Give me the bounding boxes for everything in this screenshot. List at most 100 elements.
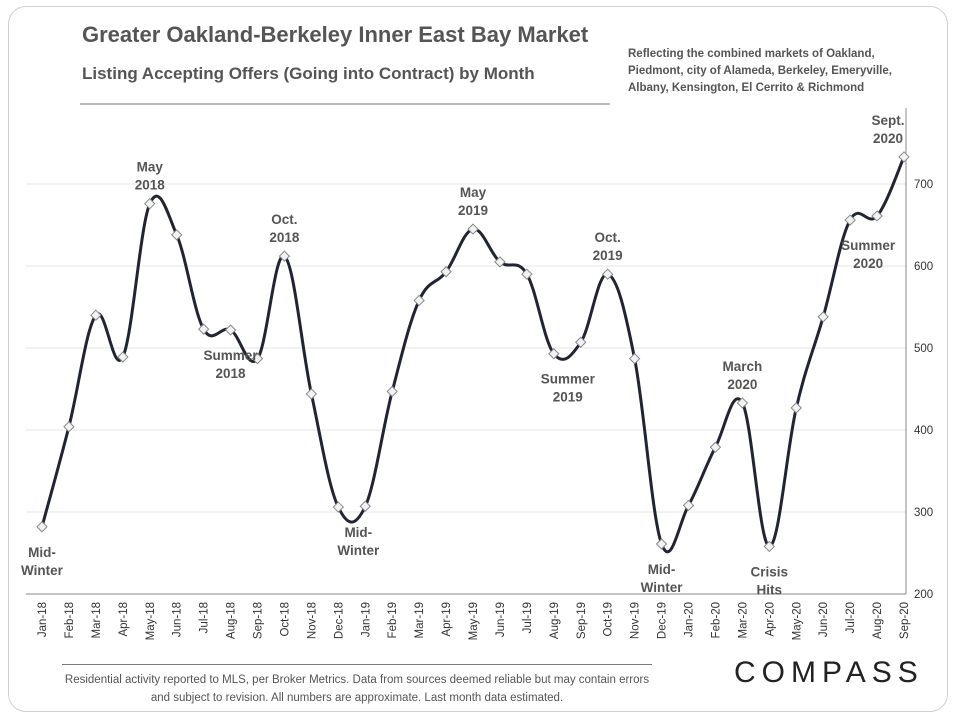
axes <box>26 108 907 595</box>
x-tick-label: Jan-20 <box>684 602 696 637</box>
x-tick-label: Nov-19 <box>630 602 642 639</box>
annotation-label: Summer <box>841 238 896 253</box>
data-point <box>763 540 776 553</box>
data-point <box>494 256 506 268</box>
x-tick-label: Nov-18 <box>306 602 318 639</box>
annotation-label: Summer <box>541 372 596 387</box>
data-point <box>628 352 641 365</box>
annotation-label: 2018 <box>135 178 166 193</box>
footer-disclaimer: Residential activity reported to MLS, pe… <box>62 664 652 707</box>
data-point <box>332 501 345 513</box>
data-point <box>197 323 210 335</box>
annotation-label: 2019 <box>458 203 488 218</box>
data-point <box>575 336 587 348</box>
x-tick-label: Apr-20 <box>764 602 776 637</box>
data-point <box>278 250 291 262</box>
annotation-label: May <box>137 160 164 175</box>
annotations: Mid- Winter May 2018 Summer 2018 Oct. 2018 Mid- W… <box>21 113 904 598</box>
x-tick-label: Jan-18 <box>37 602 49 637</box>
chart-title: Greater Oakland-Berkeley Inner East Bay … <box>82 22 589 47</box>
annotation-label: 2019 <box>593 248 623 263</box>
annotation-label: Winter <box>337 543 380 558</box>
x-tick-label: May-18 <box>145 602 157 640</box>
data-point <box>736 397 749 409</box>
annotation-label: Oct. <box>595 230 621 245</box>
x-tick-label: Jan-19 <box>360 602 372 637</box>
annotation-label: March <box>722 359 762 374</box>
data-point <box>871 210 883 222</box>
x-tick-label: Sep-18 <box>253 602 265 639</box>
data-point <box>682 499 695 512</box>
annotation-label: Sept. <box>871 113 904 128</box>
x-tick-label: Jun-18 <box>172 602 184 637</box>
data-point <box>790 402 802 414</box>
x-tick-label: Mar-19 <box>414 602 426 638</box>
data-point <box>117 351 129 363</box>
y-tick-label: 300 <box>914 507 933 519</box>
data-point <box>224 324 237 336</box>
annotation-label: 2018 <box>216 366 247 381</box>
x-tick-label: Feb-20 <box>710 602 722 638</box>
x-tick-label: Mar-20 <box>737 602 749 638</box>
y-tick-label: 600 <box>914 261 933 273</box>
y-tick-label: 400 <box>914 425 933 437</box>
data-point <box>655 538 668 550</box>
data-point <box>844 214 856 226</box>
data-point <box>359 500 371 512</box>
x-tick-label: Dec-19 <box>657 602 669 639</box>
annotation-label: Mid- <box>28 545 56 560</box>
data-point <box>386 385 398 398</box>
annotation-label: 2020 <box>873 131 903 146</box>
x-tick-label: Jun-20 <box>818 602 830 637</box>
x-tick-label: Aug-19 <box>549 602 561 639</box>
annotation-label: Hits <box>757 582 783 597</box>
x-tick-label: Aug-18 <box>226 602 238 639</box>
annotation-label: Winter <box>21 563 64 578</box>
compass-logo: COMPASS <box>734 656 924 689</box>
y-tick-labels: 200 300 400 500 600 700 <box>914 179 933 601</box>
x-tick-label: Mar-18 <box>91 602 103 638</box>
data-point <box>90 309 102 321</box>
data-point <box>817 311 829 323</box>
data-point <box>305 388 318 400</box>
x-tick-label: Oct-18 <box>279 602 291 637</box>
annotation-label: Crisis <box>751 564 789 579</box>
x-tick-label: Aug-20 <box>872 602 884 639</box>
chart-subtitle: Listing Accepting Offers (Going into Con… <box>82 64 535 83</box>
x-tick-label: Sep-19 <box>576 602 588 639</box>
x-tick-label: Oct-19 <box>603 602 615 637</box>
data-point <box>709 441 722 453</box>
x-tick-label: Jul-18 <box>199 602 211 633</box>
x-tick-label: Jul-20 <box>845 602 857 633</box>
data-point <box>170 229 183 241</box>
x-tick-label: Dec-18 <box>333 602 345 639</box>
data-point <box>467 223 479 235</box>
data-point <box>251 352 264 365</box>
annotation-label: May <box>460 185 487 200</box>
annotation-label: Mid- <box>344 525 372 540</box>
x-tick-label: Feb-19 <box>387 602 399 638</box>
annotation-label: 2020 <box>853 256 883 271</box>
x-tick-label: May-20 <box>791 602 803 640</box>
y-tick-label: 500 <box>914 343 933 355</box>
y-tick-label: 700 <box>914 179 933 191</box>
data-markers <box>36 151 910 553</box>
annotation-label: 2018 <box>269 230 300 245</box>
gridlines <box>26 183 906 513</box>
x-tick-label: Apr-19 <box>441 602 453 637</box>
data-point <box>601 268 614 280</box>
data-point <box>898 151 910 163</box>
x-tick-label: May-19 <box>468 602 480 640</box>
annotation-label: Summer <box>204 348 259 363</box>
y-tick-label: 200 <box>914 589 933 601</box>
annotation-label: 2020 <box>727 377 757 392</box>
data-point <box>413 294 425 307</box>
coverage-note: Reflecting the combined markets of Oakla… <box>628 48 892 94</box>
annotation-label: Winter <box>641 580 684 595</box>
data-point <box>440 266 452 278</box>
x-tick-label: Apr-18 <box>118 602 130 637</box>
annotation-label: Oct. <box>271 212 297 227</box>
x-tick-label: Sep-20 <box>899 602 911 639</box>
x-tick-label: Jun-19 <box>495 602 507 637</box>
